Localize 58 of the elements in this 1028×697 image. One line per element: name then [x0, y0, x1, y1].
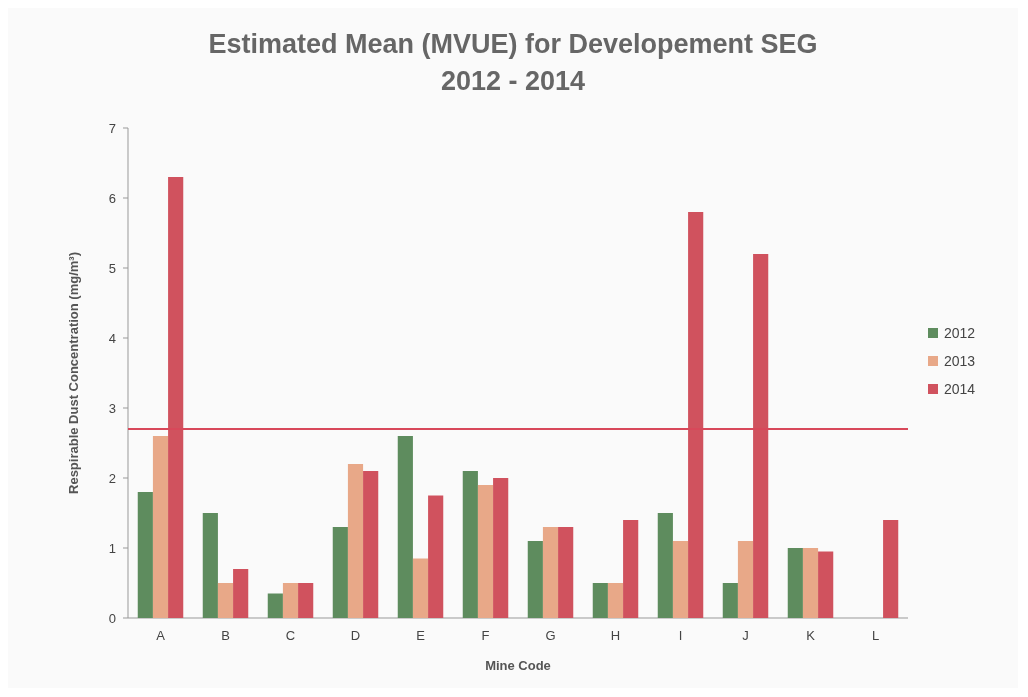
bar: [282, 583, 299, 618]
bar: [558, 527, 574, 618]
bar: [883, 520, 899, 618]
bar: [332, 527, 348, 618]
x-tick-label: D: [350, 628, 361, 643]
bar: [217, 583, 234, 618]
bar: [787, 548, 803, 618]
bar: [802, 548, 819, 618]
bar: [347, 464, 364, 618]
y-tick-label: 4: [108, 330, 116, 346]
bar: [542, 527, 559, 618]
y-tick-label: 2: [108, 470, 116, 486]
bar: [152, 436, 169, 618]
chart-title: Estimated Mean (MVUE) for Developement SEG: [208, 29, 818, 59]
bar: [722, 583, 738, 618]
y-axis-title: Respirable Dust Concentration (mg/m³): [66, 252, 81, 494]
bar: [298, 583, 314, 618]
bar: [233, 569, 249, 618]
x-tick-label: C: [285, 628, 296, 643]
bar: [477, 485, 494, 618]
bar: [527, 541, 543, 618]
y-tick-label: 1: [108, 540, 116, 556]
bar: [623, 520, 639, 618]
bar: [493, 478, 509, 618]
y-tick-label: 5: [108, 260, 116, 276]
bar: [672, 541, 689, 618]
bar: [363, 471, 379, 618]
x-tick-label: H: [610, 628, 621, 643]
x-tick-label: B: [221, 628, 230, 643]
x-tick-label: G: [545, 628, 556, 643]
y-tick-label: 3: [108, 400, 116, 416]
x-tick-label: A: [156, 628, 166, 643]
x-tick-label: J: [742, 628, 749, 643]
bar: [818, 551, 834, 618]
x-tick-label: K: [806, 628, 816, 643]
y-tick-label: 6: [108, 190, 116, 206]
legend-label: 2014: [944, 381, 976, 397]
bar: [397, 436, 413, 618]
x-axis-title: Mine Code: [485, 658, 551, 673]
bar: [737, 541, 754, 618]
bar: [202, 513, 218, 618]
x-tick-label: F: [481, 628, 490, 643]
legend-label: 2013: [944, 353, 976, 369]
bar: [592, 583, 608, 618]
chart-subtitle: 2012 - 2014: [440, 66, 586, 96]
x-tick-label: I: [678, 628, 683, 643]
bar: [462, 471, 478, 618]
bar: [267, 593, 283, 618]
x-tick-label: E: [416, 628, 426, 643]
legend-label: 2012: [944, 325, 976, 341]
bar: [607, 583, 624, 618]
bar: [657, 513, 673, 618]
y-tick-label: 7: [108, 120, 116, 136]
x-tick-label: L: [871, 628, 880, 643]
bar: [137, 492, 153, 618]
bar: [428, 495, 444, 618]
y-tick-label: 0: [108, 610, 116, 626]
bar: [412, 558, 429, 618]
